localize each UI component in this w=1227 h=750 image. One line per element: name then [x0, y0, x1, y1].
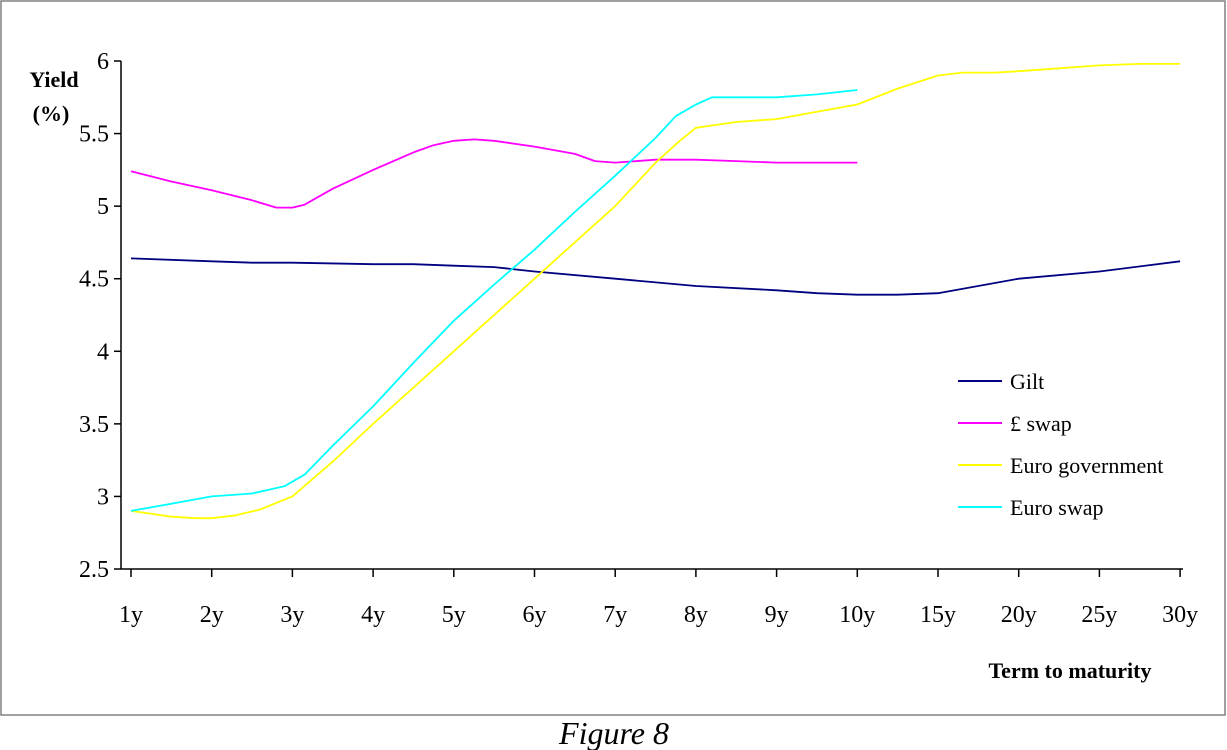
x-tick-label: 25y: [1081, 602, 1117, 628]
x-axis-title: Term to maturity: [989, 658, 1152, 683]
x-tick-label: 30y: [1162, 602, 1198, 628]
legend-label-euro-government: Euro government: [1010, 453, 1163, 478]
x-tick-label: 6y: [523, 602, 547, 628]
series-line-gilt: [130, 257, 1181, 296]
x-axis: 1y 2y 3y 4y 5y 6y 7y 8y 9y 10y 15y 20y 25y 30y: [119, 568, 1198, 628]
x-tick-label: 2y: [200, 602, 224, 628]
y-tick-label: 2.5: [79, 557, 109, 583]
x-tick-label: 9y: [765, 602, 789, 628]
x-tick-label: 7y: [603, 602, 627, 628]
x-tick-label: 3y: [280, 602, 304, 628]
legend: Gilt £ swap Euro government Euro swap: [958, 369, 1163, 520]
y-axis-title-line2: (%): [33, 101, 70, 126]
y-tick-label: 6: [97, 49, 109, 75]
legend-label-euro-swap: Euro swap: [1010, 495, 1103, 520]
x-tick-label: 4y: [361, 602, 385, 628]
y-tick-label: 3.5: [79, 412, 109, 438]
figure-caption: Figure 8: [558, 715, 669, 750]
series-line-euro-swap: [130, 89, 858, 512]
y-axis: 2.5 3 3.5 4 4.5 5 5.5 6: [79, 49, 122, 583]
series-line-swap: [130, 138, 858, 209]
series-lines: [130, 63, 1181, 520]
x-tick-label: 8y: [684, 602, 708, 628]
y-tick-label: 5.5: [79, 122, 109, 148]
y-axis-title-line1: Yield: [29, 67, 78, 92]
x-tick-label: 10y: [839, 602, 875, 628]
x-tick-label: 15y: [920, 602, 956, 628]
y-tick-label: 5: [97, 194, 109, 220]
y-tick-label: 4: [97, 339, 109, 365]
y-tick-label: 3: [97, 484, 109, 510]
series-line-euro-government: [130, 63, 1181, 520]
x-tick-label: 5y: [442, 602, 466, 628]
x-tick-label: 20y: [1001, 602, 1037, 628]
y-tick-label: 4.5: [79, 267, 109, 293]
x-tick-label: 1y: [119, 602, 143, 628]
chart-border: [0, 0, 1226, 716]
legend-label-gilt: Gilt: [1010, 369, 1044, 394]
legend-label-swap: £ swap: [1010, 411, 1072, 436]
